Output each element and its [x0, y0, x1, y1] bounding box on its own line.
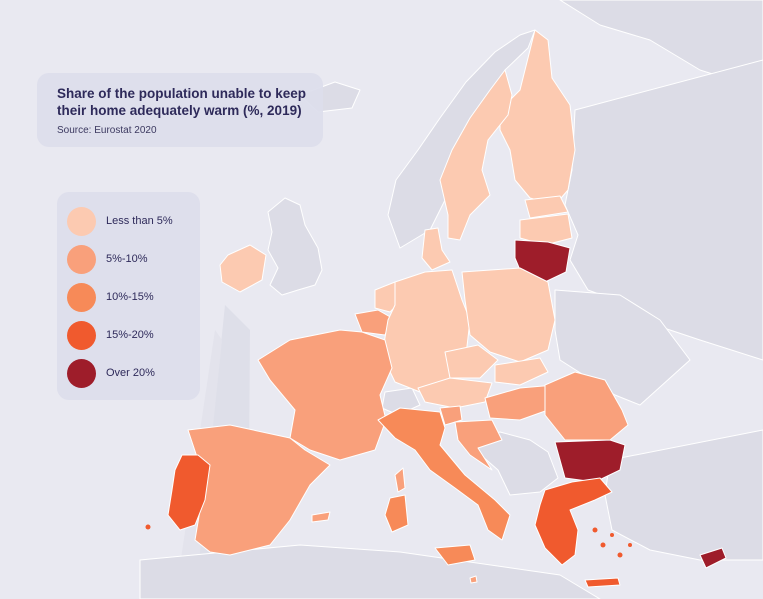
portugal-region: [167, 454, 211, 531]
croatia-region: [454, 419, 503, 471]
greek-island: [145, 524, 151, 530]
legend: Less than 5% 5%-10% 10%-15% 15%-20% Over…: [57, 192, 200, 400]
greek-island: [600, 542, 606, 548]
legend-swatch: [67, 206, 96, 236]
latvia-region: [519, 213, 573, 246]
legend-item-5-10: 5%-10%: [67, 244, 148, 274]
legend-item-10-15: 10%-15%: [67, 282, 154, 312]
france-region: [257, 329, 393, 461]
map-title-line-1: Share of the population unable to keep: [57, 86, 307, 101]
legend-label: 10%-15%: [106, 291, 154, 303]
greenland-land: [559, 0, 763, 91]
greece-region: [534, 477, 613, 566]
legend-label: Less than 5%: [106, 215, 173, 227]
map-source: Source: Eurostat 2020: [57, 125, 157, 136]
legend-swatch: [67, 282, 96, 312]
lithuania-region: [514, 239, 571, 283]
legend-swatch: [67, 358, 96, 388]
greek-island: [610, 533, 614, 537]
legend-label: 5%-10%: [106, 253, 148, 265]
sardinia-region: [384, 494, 409, 533]
poland-region: [461, 267, 556, 363]
turkey-land: [604, 429, 763, 561]
crete-region: [584, 577, 621, 588]
greek-island: [617, 552, 623, 558]
czechia-region: [444, 344, 499, 379]
legend-swatch: [67, 244, 96, 274]
sweden-region: [439, 69, 513, 241]
legend-item-over-20: Over 20%: [67, 358, 155, 388]
cyprus-region: [699, 547, 727, 569]
slovenia-region: [439, 405, 463, 426]
greek-island: [628, 543, 632, 547]
estonia-region: [524, 195, 569, 219]
legend-item-less-than-5: Less than 5%: [67, 206, 173, 236]
balkans-land: [469, 431, 559, 496]
map-title-box: Share of the population unable to keep t…: [37, 73, 323, 147]
bulgaria-region: [554, 439, 626, 483]
sicily-region: [434, 544, 476, 566]
slovakia-region: [494, 357, 549, 386]
balearic-islands-region: [311, 511, 331, 523]
austria-region: [417, 377, 493, 409]
ireland-region: [219, 244, 267, 293]
greek-island: [592, 527, 598, 533]
corsica-region: [394, 467, 406, 493]
romania-region: [544, 371, 629, 441]
italy-region: [377, 407, 511, 541]
malta-region: [469, 575, 478, 584]
legend-swatch: [67, 320, 96, 350]
great-britain-land: [267, 197, 323, 296]
map-title-line-2: their home adequately warm (%, 2019): [57, 103, 302, 118]
finland-region: [499, 29, 576, 206]
north-africa-land: [139, 544, 601, 599]
legend-label: 15%-20%: [106, 329, 154, 341]
legend-item-15-20: 15%-20%: [67, 320, 154, 350]
denmark-region: [421, 227, 451, 271]
legend-label: Over 20%: [106, 367, 155, 379]
